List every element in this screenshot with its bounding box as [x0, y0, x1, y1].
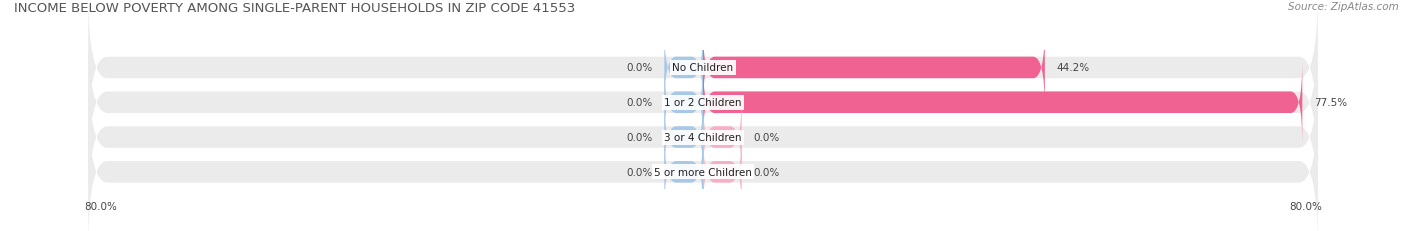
FancyBboxPatch shape [89, 96, 1317, 231]
FancyBboxPatch shape [665, 61, 703, 144]
Text: 44.2%: 44.2% [1056, 63, 1090, 73]
Text: INCOME BELOW POVERTY AMONG SINGLE-PARENT HOUSEHOLDS IN ZIP CODE 41553: INCOME BELOW POVERTY AMONG SINGLE-PARENT… [14, 2, 575, 15]
FancyBboxPatch shape [89, 27, 1317, 179]
Text: No Children: No Children [672, 63, 734, 73]
FancyBboxPatch shape [703, 131, 742, 213]
FancyBboxPatch shape [665, 131, 703, 213]
Text: 77.5%: 77.5% [1315, 98, 1347, 108]
Text: 0.0%: 0.0% [627, 98, 652, 108]
Text: 0.0%: 0.0% [627, 167, 652, 177]
FancyBboxPatch shape [89, 61, 1317, 213]
Text: 0.0%: 0.0% [627, 63, 652, 73]
Text: 3 or 4 Children: 3 or 4 Children [664, 132, 742, 143]
Text: 5 or more Children: 5 or more Children [654, 167, 752, 177]
FancyBboxPatch shape [89, 0, 1317, 144]
Text: Source: ZipAtlas.com: Source: ZipAtlas.com [1288, 2, 1399, 12]
FancyBboxPatch shape [665, 96, 703, 179]
Text: 0.0%: 0.0% [627, 132, 652, 143]
Text: 0.0%: 0.0% [754, 132, 779, 143]
FancyBboxPatch shape [703, 27, 1045, 109]
Text: 1 or 2 Children: 1 or 2 Children [664, 98, 742, 108]
Text: 0.0%: 0.0% [754, 167, 779, 177]
Text: 80.0%: 80.0% [1289, 201, 1322, 212]
FancyBboxPatch shape [703, 61, 1302, 144]
FancyBboxPatch shape [665, 27, 703, 109]
FancyBboxPatch shape [703, 96, 742, 179]
Text: 80.0%: 80.0% [84, 201, 117, 212]
